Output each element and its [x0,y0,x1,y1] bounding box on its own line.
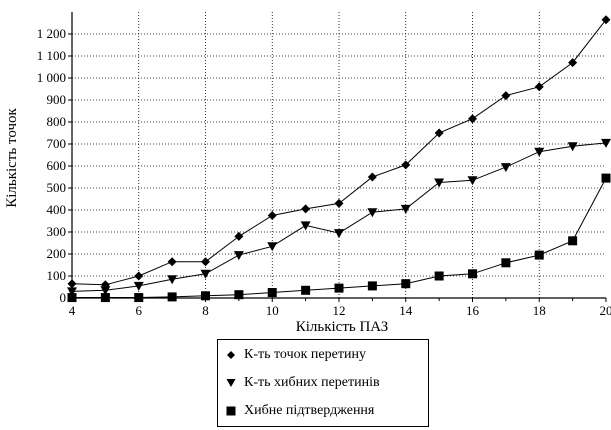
y-tick-label: 1 200 [37,26,66,41]
y-tick-label: 300 [47,224,67,239]
series-line-1 [71,19,607,286]
y-tick-label: 1 100 [37,48,66,63]
y-tick-label: 700 [47,136,67,151]
y-tick-label: 0 [60,290,67,305]
x-axis-label: Кількість ПАЗ [296,319,389,335]
data-point-triangle [434,178,445,188]
tick-labels: 0 100 200 300 400 500 600 700 800 900 1 000 1 100 1 … [37,26,611,318]
legend-item-1: К-ть точок перетину [224,345,366,365]
data-point-diamond [568,58,578,68]
data-point-square [367,281,377,291]
data-point-triangle [167,275,178,285]
data-point-triangle [200,269,211,279]
data-point-square [568,236,578,246]
data-point-diamond [234,231,244,241]
y-tick-label: 800 [47,114,67,129]
legend-item-2: К-ть хибних перетинів [224,373,380,393]
series-2 [67,138,611,297]
x-tick-label: 12 [333,303,346,318]
data-point-square [434,271,444,281]
data-point-triangle [67,287,77,297]
y-tick-label: 1 000 [37,70,66,85]
diamond-icon [227,351,235,359]
data-point-triangle [500,163,511,173]
data-point-diamond [67,279,77,289]
data-point-square [334,283,344,293]
data-point-diamond [434,128,444,138]
data-point-triangle [601,138,611,148]
legend: К-ть точок перетину К-ть хибних перетині… [217,339,429,427]
y-tick-label: 600 [47,158,67,173]
x-tick-label: 8 [202,303,209,318]
x-tick-label: 6 [136,303,143,318]
data-point-triangle [334,229,344,239]
data-point-square [100,293,110,303]
legend-item-3: Хибне підтвердження [224,401,374,421]
data-point-diamond [134,271,144,281]
x-tick-label: 18 [533,303,546,318]
legend-label-3: Хибне підтвердження [244,403,375,418]
x-tick-label: 4 [69,303,76,318]
legend-label-1: К-ть точок перетину [244,347,366,362]
x-tick-label: 14 [399,303,413,318]
data-point-diamond [201,257,210,267]
triangle-down-icon [226,379,236,387]
data-point-triangle [367,208,378,218]
data-point-diamond [401,160,411,170]
data-point-triangle [100,286,111,296]
y-tick-label: 100 [47,268,67,283]
data-point-diamond [267,211,277,220]
data-point-diamond [167,257,177,267]
data-point-diamond [367,172,377,182]
y-tick-label: 400 [47,202,67,217]
data-point-square [301,285,311,295]
data-point-square [468,269,477,279]
data-point-square [134,293,144,303]
x-tick-label: 10 [266,303,279,318]
series-group [67,15,611,303]
data-point-diamond [501,91,511,101]
data-point-square [201,291,210,301]
data-point-diamond [468,114,477,124]
data-point-triangle [133,281,144,291]
y-axis-label: Кількість точок [4,108,20,208]
data-point-square [401,279,411,289]
data-point-triangle [534,147,545,157]
square-icon [226,406,236,416]
x-tick-label: 16 [466,303,480,318]
data-point-square [234,290,244,300]
grid [72,12,606,298]
data-point-square [534,250,544,260]
x-tick-label: 20 [600,303,611,318]
data-point-square [601,173,611,183]
data-point-square [267,288,277,297]
y-tick-label: 900 [47,92,67,107]
series-1 [67,15,611,290]
legend-label-2: К-ть хибних перетинів [244,375,380,390]
data-point-diamond [534,82,544,92]
data-point-square [501,258,511,268]
data-point-triangle [467,176,478,186]
y-tick-label: 200 [47,246,67,261]
series-3 [67,173,611,303]
data-point-square [67,293,77,303]
data-point-diamond [334,198,344,208]
data-point-diamond [301,204,311,214]
data-point-triangle [400,204,411,214]
data-point-triangle [567,142,578,152]
data-point-triangle [267,242,278,252]
data-point-square [167,292,177,302]
data-point-triangle [233,251,244,261]
y-tick-label: 500 [47,180,67,195]
data-point-diamond [601,15,611,25]
data-point-triangle [300,221,311,231]
